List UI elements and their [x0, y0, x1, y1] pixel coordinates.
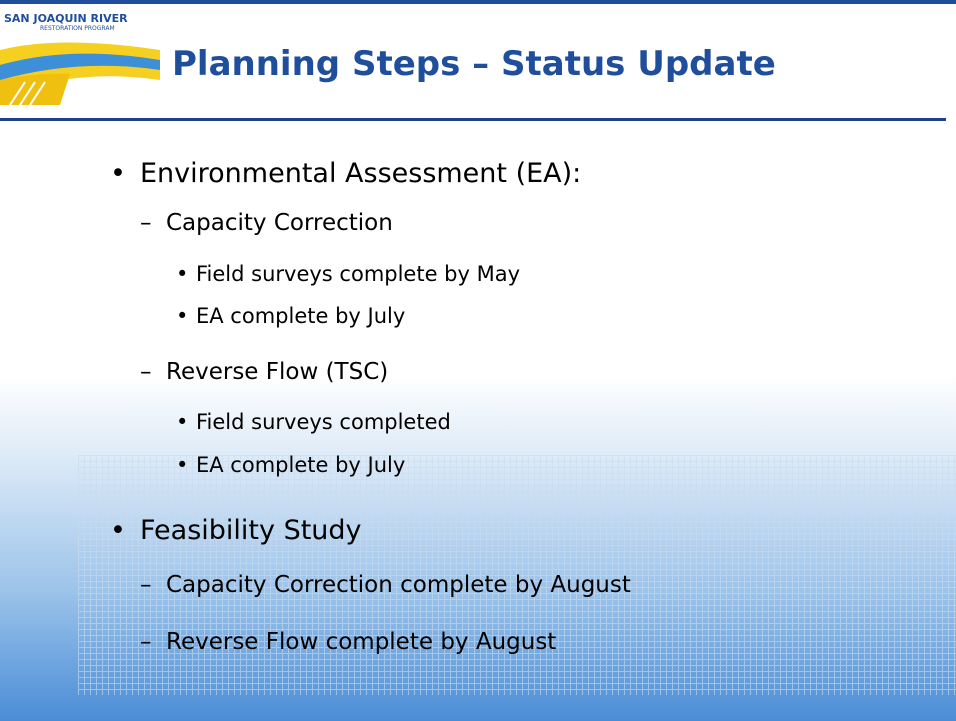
bullet-marker: •	[110, 515, 126, 546]
bullet-text: EA complete by July	[196, 453, 406, 477]
bullet-marker: –	[140, 359, 152, 385]
bullet-marker: •	[176, 410, 189, 434]
bullet-text: Feasibility Study	[140, 515, 362, 546]
logo: SAN JOAQUIN RIVER RESTORATION PROGRAM	[0, 12, 160, 106]
background-grid	[78, 455, 956, 695]
bullet-marker: –	[140, 210, 152, 236]
bullet-text: Reverse Flow (TSC)	[166, 359, 389, 385]
bullet-marker: –	[140, 572, 152, 598]
bullet-marker: •	[176, 453, 189, 477]
logo-text: SAN JOAQUIN RIVER	[4, 12, 128, 25]
top-bar	[0, 0, 956, 4]
logo-subtext: RESTORATION PROGRAM	[40, 25, 115, 32]
bullet-text: Capacity Correction	[166, 210, 393, 236]
bullet-marker: •	[110, 158, 126, 189]
bullet-text: Environmental Assessment (EA):	[140, 158, 582, 189]
bullet-text: Field surveys complete by May	[196, 262, 521, 286]
slide-title: Planning Steps – Status Update	[172, 44, 776, 84]
title-rule	[0, 118, 946, 121]
bullet-text: Capacity Correction complete by August	[166, 572, 631, 598]
bullet-text: Reverse Flow complete by August	[166, 629, 557, 655]
bullet-text: Field surveys completed	[196, 410, 451, 434]
bullet-marker: –	[140, 629, 152, 655]
bullet-marker: •	[176, 262, 189, 286]
bullet-text: EA complete by July	[196, 304, 406, 328]
bullet-marker: •	[176, 304, 189, 328]
